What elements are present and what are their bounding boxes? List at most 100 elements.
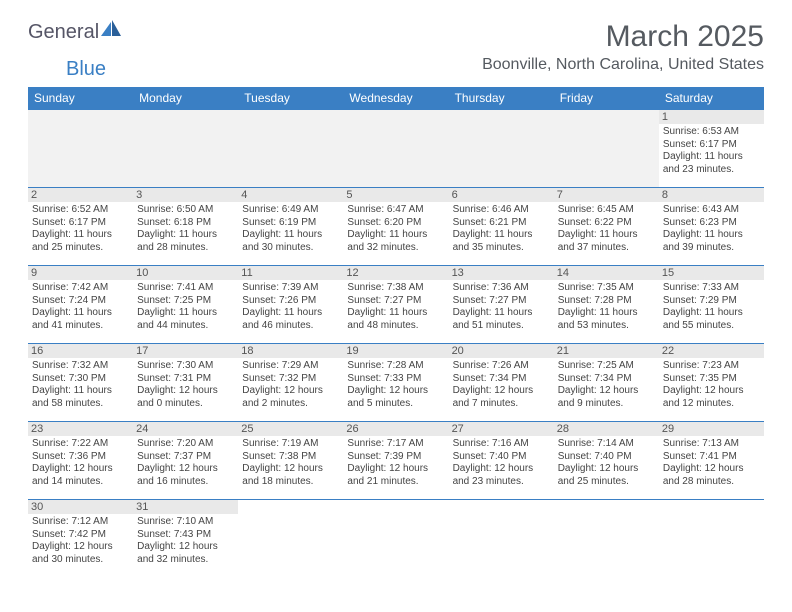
day-details: Sunrise: 6:43 AMSunset: 6:23 PMDaylight:… (663, 204, 760, 254)
day-details: Sunrise: 7:32 AMSunset: 7:30 PMDaylight:… (32, 360, 129, 410)
day-details: Sunrise: 7:35 AMSunset: 7:28 PMDaylight:… (558, 282, 655, 332)
day-details: Sunrise: 7:36 AMSunset: 7:27 PMDaylight:… (453, 282, 550, 332)
day-number: 11 (238, 266, 343, 280)
weekday-header: Monday (133, 87, 238, 109)
calendar-cell: 5Sunrise: 6:47 AMSunset: 6:20 PMDaylight… (343, 187, 448, 265)
empty-cell (449, 109, 554, 187)
empty-cell (343, 499, 448, 577)
calendar-cell (554, 109, 659, 187)
day-cell: 4Sunrise: 6:49 AMSunset: 6:19 PMDaylight… (238, 187, 343, 265)
calendar-cell: 4Sunrise: 6:49 AMSunset: 6:19 PMDaylight… (238, 187, 343, 265)
day-number: 25 (238, 422, 343, 436)
day-cell: 14Sunrise: 7:35 AMSunset: 7:28 PMDayligh… (554, 265, 659, 343)
calendar-cell: 18 Sunrise: 7:29 AMSunset: 7:32 PMDayligh… (238, 343, 343, 421)
day-number: 29 (659, 422, 764, 436)
day-number: 28 (554, 422, 659, 436)
calendar-cell: 11Sunrise: 7:39 AMSunset: 7:26 PMDayligh… (238, 265, 343, 343)
calendar-cell: 15Sunrise: 7:33 AMSunset: 7:29 PMDayligh… (659, 265, 764, 343)
calendar-cell (238, 109, 343, 187)
day-number: 31 (133, 500, 238, 514)
calendar-cell: 1Sunrise: 6:53 AMSunset: 6:17 PMDaylight… (659, 109, 764, 187)
day-cell: 8Sunrise: 6:43 AMSunset: 6:23 PMDaylight… (659, 187, 764, 265)
day-details: Sunrise: 7:14 AMSunset: 7:40 PMDaylight:… (558, 438, 655, 488)
weekday-header: Tuesday (238, 87, 343, 109)
day-cell: 10 Sunrise: 7:41 AMSunset: 7:25 PMDayligh… (133, 265, 238, 343)
day-details: Sunrise: 7:22 AMSunset: 7:36 PMDaylight:… (32, 438, 129, 488)
day-cell: 28 Sunrise: 7:14 AMSunset: 7:40 PMDayligh… (554, 421, 659, 499)
day-cell: 22 Sunrise: 7:23 AMSunset: 7:35 PMDayligh… (659, 343, 764, 421)
calendar-cell: 29Sunrise: 7:13 AMSunset: 7:41 PMDayligh… (659, 421, 764, 499)
calendar-cell: 21Sunrise: 7:25 AMSunset: 7:34 PMDayligh… (554, 343, 659, 421)
calendar-cell: 13Sunrise: 7:36 AMSunset: 7:27 PMDayligh… (449, 265, 554, 343)
month-title: March 2025 (482, 20, 764, 54)
logo: General (28, 20, 123, 44)
empty-cell (659, 499, 764, 577)
day-cell: 7Sunrise: 6:45 AMSunset: 6:22 PMDaylight… (554, 187, 659, 265)
day-number: 6 (449, 188, 554, 202)
calendar-cell (449, 109, 554, 187)
calendar-cell: 26Sunrise: 7:17 AMSunset: 7:39 PMDayligh… (343, 421, 448, 499)
day-number: 16 (28, 344, 133, 358)
calendar-cell (449, 499, 554, 577)
day-details: Sunrise: 6:53 AMSunset: 6:17 PMDaylight:… (663, 126, 760, 176)
day-cell: 5Sunrise: 6:47 AMSunset: 6:20 PMDaylight… (343, 187, 448, 265)
calendar-cell: 20Sunrise: 7:26 AMSunset: 7:34 PMDayligh… (449, 343, 554, 421)
day-cell: 21Sunrise: 7:25 AMSunset: 7:34 PMDayligh… (554, 343, 659, 421)
day-number: 24 (133, 422, 238, 436)
day-cell: 12Sunrise: 7:38 AMSunset: 7:27 PMDayligh… (343, 265, 448, 343)
calendar-cell: 17Sunrise: 7:30 AMSunset: 7:31 PMDayligh… (133, 343, 238, 421)
day-details: Sunrise: 7:12 AMSunset: 7:42 PMDaylight:… (32, 516, 129, 566)
day-details: Sunrise: 6:50 AMSunset: 6:18 PMDaylight:… (137, 204, 234, 254)
calendar-cell: 3Sunrise: 6:50 AMSunset: 6:18 PMDaylight… (133, 187, 238, 265)
day-number: 18 (238, 344, 343, 358)
day-details: Sunrise: 7:10 AMSunset: 7:43 PMDaylight:… (137, 516, 234, 566)
day-details: Sunrise: 7:41 AMSunset: 7:25 PMDaylight:… (137, 282, 234, 332)
calendar-cell: 24Sunrise: 7:20 AMSunset: 7:37 PMDayligh… (133, 421, 238, 499)
day-details: Sunrise: 7:19 AMSunset: 7:38 PMDaylight:… (242, 438, 339, 488)
calendar-cell: 9Sunrise: 7:42 AMSunset: 7:24 PMDaylight… (28, 265, 133, 343)
day-details: Sunrise: 6:52 AMSunset: 6:17 PMDaylight:… (32, 204, 129, 254)
day-details: Sunrise: 7:16 AMSunset: 7:40 PMDaylight:… (453, 438, 550, 488)
empty-cell (238, 499, 343, 577)
calendar-body: 1Sunrise: 6:53 AMSunset: 6:17 PMDaylight… (28, 109, 764, 577)
location: Boonville, North Carolina, United States (482, 56, 764, 74)
day-details: Sunrise: 6:47 AMSunset: 6:20 PMDaylight:… (347, 204, 444, 254)
weekday-header: Sunday (28, 87, 133, 109)
calendar-row: 2Sunrise: 6:52 AMSunset: 6:17 PMDaylight… (28, 187, 764, 265)
day-details: Sunrise: 7:23 AMSunset: 7:35 PMDaylight:… (663, 360, 760, 410)
day-cell: 24Sunrise: 7:20 AMSunset: 7:37 PMDayligh… (133, 421, 238, 499)
empty-cell (554, 499, 659, 577)
day-number: 10 (133, 266, 238, 280)
weekday-header: Saturday (659, 87, 764, 109)
day-number: 12 (343, 266, 448, 280)
day-number: 22 (659, 344, 764, 358)
calendar-cell (238, 499, 343, 577)
day-cell: 11Sunrise: 7:39 AMSunset: 7:26 PMDayligh… (238, 265, 343, 343)
calendar-cell: 31 Sunrise: 7:10 AMSunset: 7:43 PMDayligh… (133, 499, 238, 577)
calendar-cell: 10 Sunrise: 7:41 AMSunset: 7:25 PMDayligh… (133, 265, 238, 343)
weekday-header: Wednesday (343, 87, 448, 109)
calendar-cell (28, 109, 133, 187)
calendar-cell: 23Sunrise: 7:22 AMSunset: 7:36 PMDayligh… (28, 421, 133, 499)
day-number: 4 (238, 188, 343, 202)
calendar-row: 23Sunrise: 7:22 AMSunset: 7:36 PMDayligh… (28, 421, 764, 499)
day-cell: 30 Sunrise: 7:12 AMSunset: 7:42 PMDayligh… (28, 499, 133, 577)
calendar-cell: 6Sunrise: 6:46 AMSunset: 6:21 PMDaylight… (449, 187, 554, 265)
empty-cell (343, 109, 448, 187)
calendar-cell: 14Sunrise: 7:35 AMSunset: 7:28 PMDayligh… (554, 265, 659, 343)
calendar-cell: 7Sunrise: 6:45 AMSunset: 6:22 PMDaylight… (554, 187, 659, 265)
day-cell: 1Sunrise: 6:53 AMSunset: 6:17 PMDaylight… (659, 109, 764, 187)
day-cell: 13Sunrise: 7:36 AMSunset: 7:27 PMDayligh… (449, 265, 554, 343)
day-number: 30 (28, 500, 133, 514)
calendar-cell: 25 Sunrise: 7:19 AMSunset: 7:38 PMDayligh… (238, 421, 343, 499)
day-details: Sunrise: 7:33 AMSunset: 7:29 PMDaylight:… (663, 282, 760, 332)
day-details: Sunrise: 7:29 AMSunset: 7:32 PMDaylight:… (242, 360, 339, 410)
calendar-cell: 27Sunrise: 7:16 AMSunset: 7:40 PMDayligh… (449, 421, 554, 499)
calendar-cell (554, 499, 659, 577)
calendar-row: 30 Sunrise: 7:12 AMSunset: 7:42 PMDayligh… (28, 499, 764, 577)
empty-cell (554, 109, 659, 187)
day-number: 17 (133, 344, 238, 358)
day-cell: 19Sunrise: 7:28 AMSunset: 7:33 PMDayligh… (343, 343, 448, 421)
day-details: Sunrise: 7:42 AMSunset: 7:24 PMDaylight:… (32, 282, 129, 332)
calendar-cell: 30 Sunrise: 7:12 AMSunset: 7:42 PMDayligh… (28, 499, 133, 577)
